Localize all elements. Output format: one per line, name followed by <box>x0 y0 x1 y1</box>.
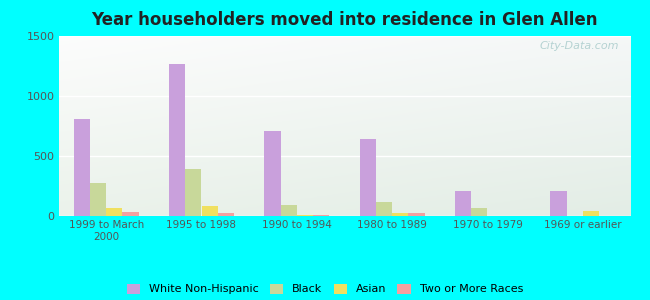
Bar <box>265 131 281 216</box>
Bar <box>359 139 376 216</box>
Bar <box>73 119 90 216</box>
Bar <box>376 202 392 216</box>
Bar <box>297 215 313 216</box>
Text: City-Data.com: City-Data.com <box>540 41 619 51</box>
Bar <box>185 169 202 216</box>
Bar <box>455 191 471 216</box>
Bar <box>471 208 488 216</box>
Bar <box>122 212 138 216</box>
Legend: White Non-Hispanic, Black, Asian, Two or More Races: White Non-Hispanic, Black, Asian, Two or… <box>127 284 523 294</box>
Bar <box>218 213 234 216</box>
Bar <box>90 183 106 216</box>
Title: Year householders moved into residence in Glen Allen: Year householders moved into residence i… <box>91 11 598 29</box>
Bar <box>169 64 185 216</box>
Bar <box>392 213 408 216</box>
Bar <box>551 191 567 216</box>
Bar <box>583 211 599 216</box>
Bar <box>408 213 424 216</box>
Bar <box>313 215 330 216</box>
Bar <box>281 205 297 216</box>
Bar <box>202 206 218 216</box>
Bar <box>106 208 122 216</box>
